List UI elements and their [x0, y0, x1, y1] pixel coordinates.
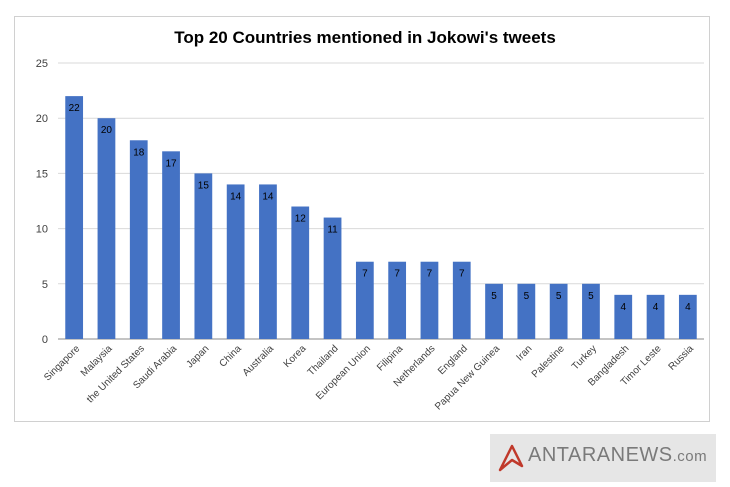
x-tick-label: Korea	[282, 343, 309, 370]
watermark-text: ANTARANEWS.com	[528, 444, 707, 467]
data-label: 4	[685, 302, 691, 313]
x-tick-label: Australia	[241, 343, 277, 379]
watermark: ANTARANEWS.com	[490, 434, 716, 482]
bar	[388, 261, 407, 339]
data-label: 5	[524, 291, 530, 302]
bar	[485, 283, 503, 339]
data-label: 11	[327, 225, 338, 236]
x-tick-label: China	[218, 343, 245, 370]
antara-logo-icon	[498, 444, 524, 472]
y-tick-label: 5	[42, 279, 48, 291]
data-label: 7	[362, 269, 368, 280]
bar	[226, 184, 245, 339]
data-label: 22	[69, 103, 81, 114]
data-label: 7	[459, 269, 465, 280]
bar	[420, 261, 439, 339]
x-tick-label: Palestine	[530, 343, 567, 380]
bar	[646, 294, 665, 339]
bar	[291, 206, 310, 339]
data-label: 5	[491, 291, 497, 302]
data-label: 15	[198, 180, 210, 191]
bar	[582, 283, 600, 339]
watermark-brand: ANTARANEWS	[528, 444, 673, 466]
data-label: 4	[620, 302, 626, 313]
bar	[517, 283, 536, 339]
data-label: 20	[101, 125, 113, 136]
data-label: 14	[262, 191, 274, 202]
y-tick-label: 20	[36, 113, 48, 125]
data-label: 17	[165, 158, 177, 169]
data-label: 7	[394, 269, 400, 280]
data-label: 5	[556, 291, 562, 302]
x-tick-label: Singapore	[42, 343, 82, 383]
y-tick-label: 10	[36, 224, 48, 236]
bar	[65, 96, 84, 340]
bar	[194, 173, 213, 339]
bar	[355, 261, 374, 339]
bar	[678, 294, 697, 339]
x-tick-label: Japan	[184, 343, 211, 370]
bar	[549, 283, 568, 339]
data-label: 7	[427, 269, 433, 280]
chart-title: Top 20 Countries mentioned in Jokowi's t…	[174, 28, 556, 47]
y-tick-label: 0	[42, 334, 48, 346]
data-label: 12	[295, 214, 307, 225]
bar	[452, 261, 471, 339]
x-tick-label: Russia	[667, 343, 697, 373]
data-label: 18	[133, 147, 145, 158]
data-label: 5	[588, 291, 594, 302]
bar	[259, 184, 277, 339]
bar	[97, 118, 116, 339]
bar	[129, 140, 148, 339]
watermark-suffix: .com	[672, 448, 708, 465]
y-tick-label: 25	[36, 58, 48, 70]
bar	[162, 151, 180, 339]
x-tick-label: Filipina	[375, 343, 405, 373]
data-label: 4	[653, 302, 659, 313]
data-label: 14	[230, 191, 242, 202]
x-tick-label: Papua New Guinea	[433, 343, 502, 412]
x-tick-label: Iran	[515, 343, 535, 363]
x-tick-label: the United States	[85, 343, 147, 405]
bar	[614, 294, 633, 339]
y-tick-label: 15	[36, 168, 48, 180]
x-tick-label: Turkey	[570, 343, 599, 372]
bar	[323, 217, 342, 339]
